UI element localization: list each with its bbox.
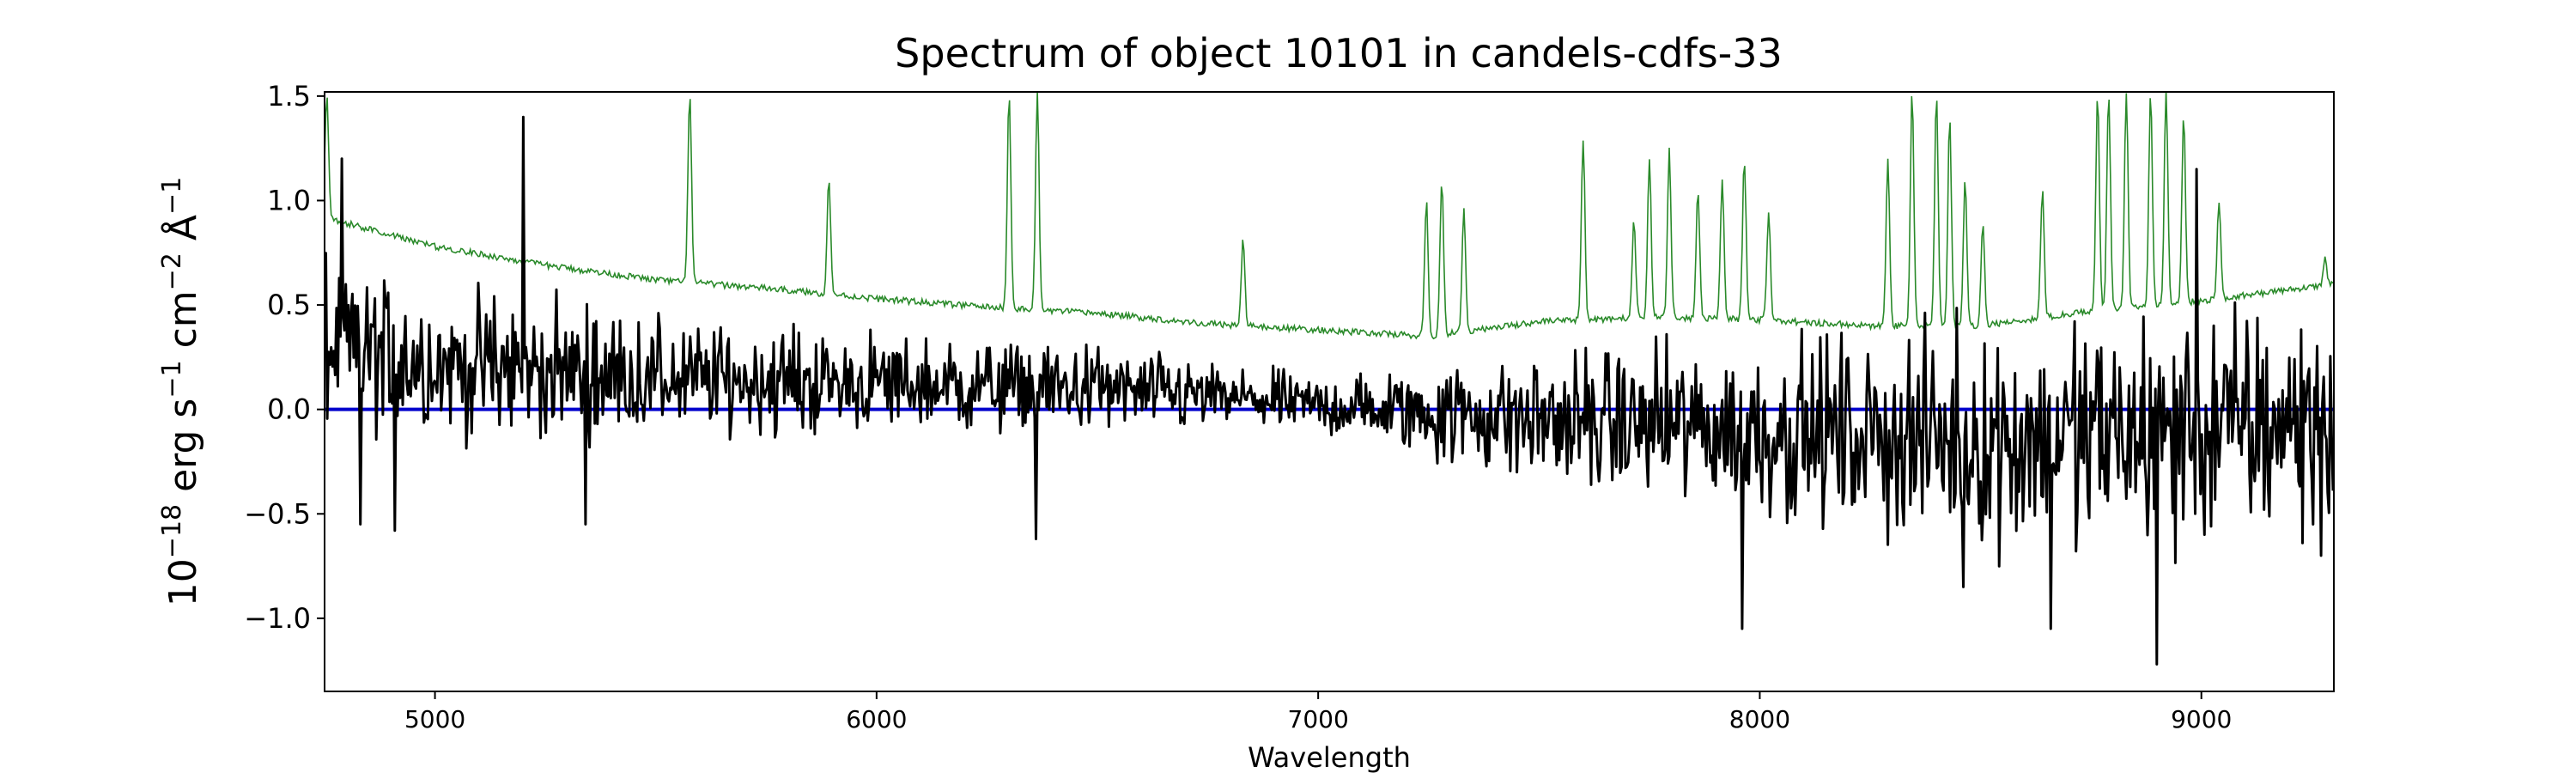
x-axis-label: Wavelength	[1248, 741, 1411, 773]
y-axis: −1.0 −0.5 0.0 0.5 1.0 1.5	[244, 80, 325, 635]
x-tick-label: 5000	[404, 705, 465, 733]
x-tick-label: 6000	[846, 705, 907, 733]
x-tick-label: 7000	[1288, 705, 1349, 733]
y-tick-label: −0.5	[244, 497, 311, 530]
plot-frame	[324, 91, 2335, 692]
y-tick-label: 0.5	[267, 289, 311, 321]
y-axis-label: 10−18 erg s−1 cm−2 Å−1	[157, 177, 205, 606]
chart-title: Spectrum of object 10101 in candels-cdfs…	[895, 30, 1783, 76]
sky-spectrum-line	[325, 92, 2334, 340]
y-tick-label: −1.0	[244, 602, 311, 635]
object-flux-line	[325, 115, 2334, 666]
x-tick-label: 9000	[2171, 705, 2232, 733]
x-tick-label: 8000	[1729, 705, 1790, 733]
y-tick-label: 1.0	[267, 184, 311, 216]
y-tick-label: 1.5	[267, 80, 311, 113]
y-tick-label: 0.0	[267, 393, 311, 426]
x-axis: 5000 6000 7000 8000 9000	[404, 691, 2232, 733]
